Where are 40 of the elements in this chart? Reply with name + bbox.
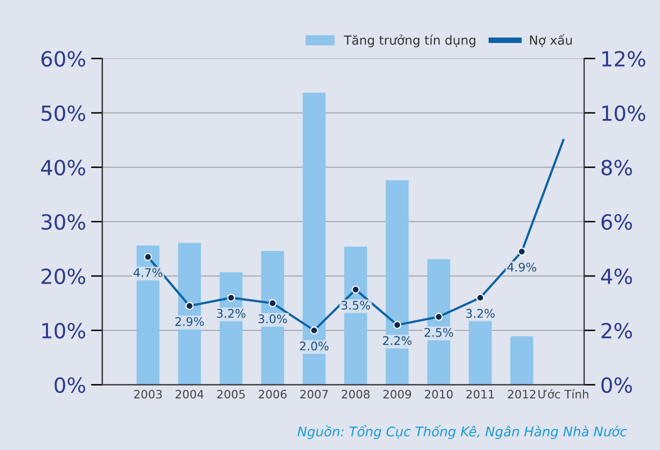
text: Nguồn: Tổng Cục Thống Kê, Ngân Hàng Nhà Nước xyxy=(298,424,627,440)
y2-tick-label: 4% xyxy=(601,268,632,284)
y2-tick-label: 2% xyxy=(602,322,632,339)
y-tick-label: 0% xyxy=(54,377,86,393)
x-tick-label: 2009 xyxy=(383,390,412,399)
y-tick-label: 60% xyxy=(41,50,86,67)
data-label: 3.5% xyxy=(342,300,370,310)
y-tick-label: 40% xyxy=(41,160,86,176)
legend-label: Tăng trưởng tín dụng xyxy=(344,34,476,48)
x-tick-label: 2003 xyxy=(134,390,162,399)
data-label: 2.9% xyxy=(175,317,204,326)
data-label: 2.0% xyxy=(300,342,328,350)
x-tick-label: 2004 xyxy=(176,390,204,399)
data-label: 3.2% xyxy=(216,308,246,318)
x-tick-label: 2008 xyxy=(342,390,370,399)
x-tick-label: 2005 xyxy=(217,390,245,399)
x-tick-label: 2011 xyxy=(466,390,494,399)
bar xyxy=(510,336,534,385)
data-label: 3.2% xyxy=(466,308,495,318)
y2-tick-label: 8% xyxy=(601,160,632,176)
x-tick-label: 2006 xyxy=(258,390,287,399)
y-tick-label: 30% xyxy=(42,214,86,230)
bar xyxy=(468,320,492,385)
x-tick-label: Ước Tính xyxy=(538,389,588,399)
y-tick-label: 20% xyxy=(42,268,86,284)
legend-label: Nợ xấu xyxy=(530,34,572,47)
y2-tick-label: 12% xyxy=(602,50,646,67)
x-tick-label: 2007 xyxy=(300,390,328,399)
data-label: 2.2% xyxy=(383,336,412,346)
y2-tick-label: 6% xyxy=(602,214,632,230)
x-tick-label: 2012 xyxy=(508,390,536,399)
data-label: 4.9% xyxy=(507,262,536,272)
y-tick-label: 50% xyxy=(42,105,86,122)
y2-tick-label: 10% xyxy=(602,105,646,122)
data-label: 4.7% xyxy=(134,268,162,278)
x-tick-label: 2010 xyxy=(424,390,453,399)
y-tick-label: 10% xyxy=(42,322,86,339)
y2-tick-label: 0% xyxy=(601,377,632,393)
data-label: 2.5% xyxy=(424,328,454,337)
data-label: 3.0% xyxy=(258,314,287,324)
